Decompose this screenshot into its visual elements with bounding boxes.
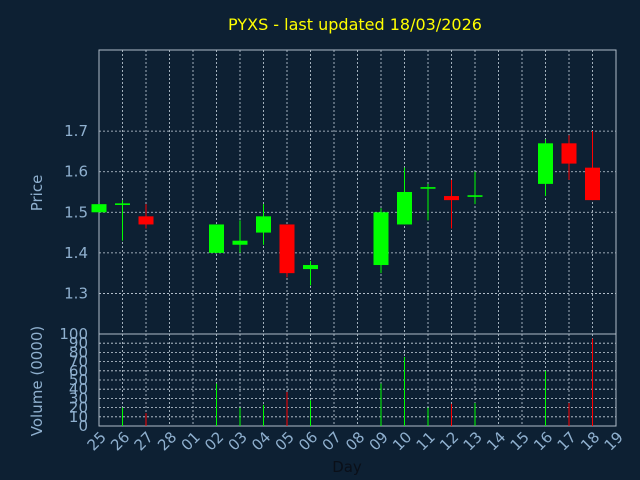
volume-tick-label: 20 [69,399,88,417]
volume-tick-label: 0 [78,417,88,435]
candle-body [561,143,577,164]
volume-tick-label: 80 [69,343,88,361]
volume-tick-label: 40 [69,380,88,398]
volume-tick-label: 10 [69,408,88,426]
volume-axis-label: Volume (0000) [28,326,46,436]
volume-tick-label: 100 [59,325,88,343]
volume-panel-border [98,333,617,427]
price-panel: 1.3 1.4 1.5 1.6 1.7 [64,49,617,335]
chart-title: PYXS - last updated 18/03/2026 [228,15,482,34]
price-tick-label: 1.5 [64,203,88,221]
price-tick-label: 1.3 [64,284,88,302]
price-axis-label: Price [28,175,46,212]
candle-body [303,265,318,270]
candle-body [91,204,107,213]
price-tick-label: 1.7 [64,122,88,140]
candle-body [397,192,412,225]
volume-tick-label: 70 [69,353,88,371]
candle-body [138,216,154,225]
candle-body [373,212,389,266]
volume-tick-label: 60 [69,362,88,380]
volume-tick-label: 30 [69,389,88,407]
volume-tick-label: 50 [69,371,88,389]
candle-body [467,195,483,197]
candle-body [279,224,295,274]
price-tick-label: 1.4 [64,244,88,262]
candle-body [538,143,553,184]
candle-body [209,224,224,253]
candle-body [444,196,459,201]
candle-body [256,216,271,233]
candle-body [585,167,600,201]
candle-body [232,240,248,245]
volume-tick-label: 90 [69,334,88,352]
candle-body [115,203,130,205]
candle-body [420,187,436,189]
x-axis-label: Day [332,458,362,476]
price-tick-label: 1.6 [64,163,88,181]
